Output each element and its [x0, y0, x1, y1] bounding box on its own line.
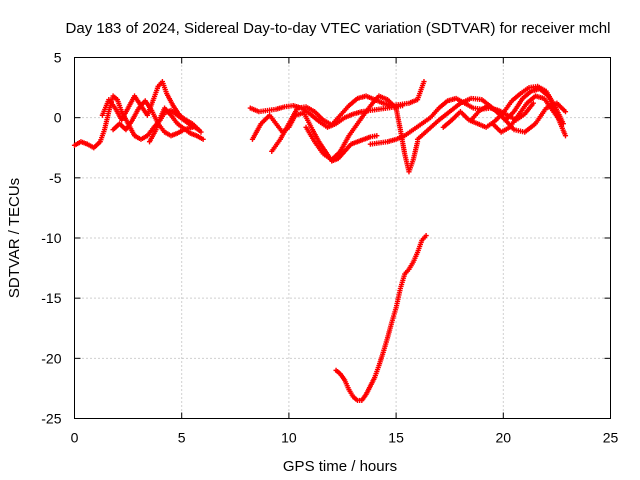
- y-tick-labels: 5 0 -5 -10 -15 -20 -25: [41, 50, 61, 427]
- y-tick-label: 0: [54, 110, 62, 126]
- chart-title: Day 183 of 2024, Sidereal Day-to-day VTE…: [66, 20, 611, 37]
- x-tick-label: 5: [178, 430, 186, 446]
- series-arc-late-5: [489, 93, 564, 135]
- data-point: [530, 100, 536, 106]
- y-tick-label: -20: [41, 350, 61, 366]
- x-axis-label: GPS time / hours: [283, 458, 397, 475]
- data-point: [562, 133, 569, 139]
- y-tick-label: -25: [41, 411, 61, 427]
- data-point: [423, 232, 429, 239]
- x-tick-labels: 0 5 10 15 20 25: [71, 430, 619, 446]
- data-point: [189, 124, 196, 130]
- x-tick-label: 10: [281, 430, 297, 446]
- x-tick-label: 0: [71, 430, 79, 446]
- x-tick-label: 20: [496, 430, 512, 446]
- series-arc-early-2: [99, 78, 204, 135]
- y-tick-label: -5: [49, 170, 62, 186]
- data-point: [421, 78, 427, 85]
- data-point: [198, 129, 204, 135]
- x-tick-label: 15: [388, 430, 404, 446]
- y-tick-label: -15: [41, 290, 61, 306]
- data-point: [562, 109, 569, 115]
- y-axis-label: SDTVAR / TECUs: [6, 178, 23, 298]
- data-point: [200, 136, 206, 142]
- series-arc-early-4: [146, 105, 206, 145]
- series-arc-deep: [333, 232, 429, 404]
- y-tick-label: -10: [41, 230, 61, 246]
- data-point: [374, 133, 380, 139]
- y-tick-label: 5: [54, 50, 62, 66]
- data-point: [558, 119, 564, 126]
- x-tick-label: 25: [603, 430, 619, 446]
- data-marks: [71, 78, 569, 404]
- axis-ticks: [74, 57, 611, 419]
- series-arc-mid-4: [303, 93, 421, 175]
